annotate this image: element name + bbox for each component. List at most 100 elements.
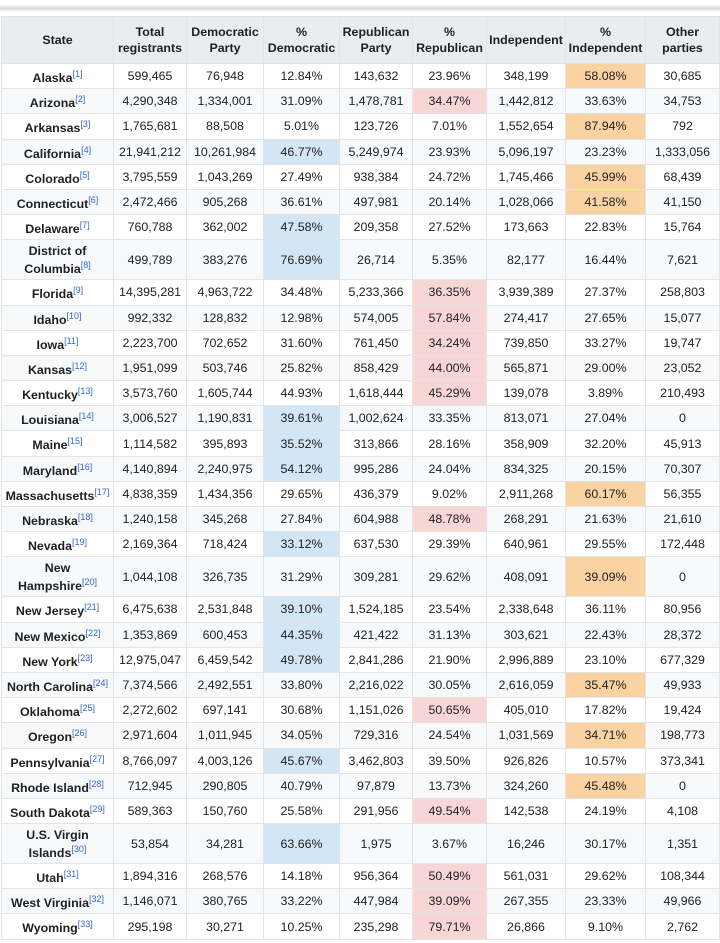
state-name-link[interactable]: North Carolina — [6, 680, 94, 695]
reference-link[interactable]: [27] — [89, 753, 105, 764]
state-name-link[interactable]: Colorado — [25, 171, 80, 186]
state-name-link[interactable]: Florida — [31, 287, 74, 302]
pct-independent-cell: 23.10% — [565, 646, 646, 673]
state-name-link[interactable]: Connecticut — [16, 197, 89, 212]
reference-link[interactable]: [7] — [79, 220, 90, 231]
state-name-link[interactable]: Kentucky — [22, 388, 78, 403]
reference-link[interactable]: [18] — [77, 512, 93, 523]
reference-link[interactable]: [24] — [93, 677, 109, 688]
state-name-link[interactable]: California — [23, 146, 82, 161]
state-name-link[interactable]: Louisiana — [21, 413, 79, 428]
total-cell: 295,198 — [113, 913, 187, 940]
democratic-cell: 905,268 — [186, 188, 264, 216]
reference-link[interactable]: [14] — [78, 411, 94, 422]
header-democratic[interactable]: Democratic Party — [186, 16, 264, 64]
pct-independent-cell: 10.57% — [565, 747, 646, 774]
state-name-link[interactable]: New Mexico — [14, 629, 86, 644]
state-name-link[interactable]: District of Columbia — [24, 243, 87, 276]
reference-link[interactable]: [23] — [77, 652, 93, 663]
state-cell: Maine[15] — [1, 430, 114, 457]
other-cell: 172,448 — [645, 531, 720, 558]
state-name-link[interactable]: Massachusetts — [5, 488, 95, 503]
pct-independent-cell: 3.89% — [565, 380, 646, 407]
reference-link[interactable]: [16] — [77, 461, 93, 472]
reference-link[interactable]: [30] — [71, 843, 87, 854]
reference-link[interactable]: [1] — [72, 69, 83, 80]
state-name-link[interactable]: Arizona — [29, 96, 76, 111]
reference-link[interactable]: [17] — [94, 486, 110, 497]
state-name-link[interactable]: Pennsylvania — [10, 755, 90, 770]
other-cell: 56,355 — [645, 480, 720, 508]
state-name-link[interactable]: Rhode Island — [11, 780, 89, 795]
header-pct-republican[interactable]: % Republican — [412, 16, 487, 64]
republican-cell: 447,984 — [339, 888, 413, 915]
state-name-link[interactable]: Alaska — [32, 71, 73, 86]
pct-democratic-cell: 31.29% — [263, 556, 340, 598]
state-name-link[interactable]: Oregon — [27, 730, 73, 745]
reference-link[interactable]: [4] — [81, 144, 92, 155]
header-other[interactable]: Other parties — [645, 16, 720, 64]
state-name-link[interactable]: New Hampshire — [17, 560, 83, 593]
table-row: West Virginia[32] 1,146,071 380,765 33.22% 4… — [1, 888, 720, 915]
reference-link[interactable]: [21] — [84, 602, 100, 613]
reference-link[interactable]: [6] — [88, 194, 99, 205]
pct-republican-cell: 50.49% — [412, 863, 487, 890]
reference-link[interactable]: [2] — [75, 94, 86, 105]
state-name-link[interactable]: West Virginia — [10, 896, 90, 911]
reference-link[interactable]: [28] — [88, 778, 104, 789]
state-name-link[interactable]: Iowa — [36, 337, 65, 352]
independent-cell: 324,260 — [486, 772, 566, 799]
reference-link[interactable]: [26] — [72, 728, 88, 739]
state-name-link[interactable]: U.S. Virgin Islands — [26, 827, 89, 860]
democratic-cell: 2,531,848 — [186, 596, 264, 623]
reference-link[interactable]: [3] — [80, 119, 91, 130]
reference-link[interactable]: [12] — [72, 360, 88, 371]
state-name-link[interactable]: Wyoming — [22, 921, 78, 936]
other-cell: 0 — [645, 405, 720, 432]
state-name-link[interactable]: Maryland — [22, 463, 78, 478]
state-name-link[interactable]: Nebraska — [22, 514, 78, 529]
reference-link[interactable]: [9] — [73, 285, 84, 296]
state-name-link[interactable]: Delaware — [25, 222, 80, 237]
reference-link[interactable]: [10] — [66, 310, 82, 321]
reference-link[interactable]: [13] — [77, 386, 93, 397]
reference-link[interactable]: [31] — [63, 869, 79, 880]
state-name-link[interactable]: Maine — [32, 438, 68, 453]
reference-link[interactable]: [8] — [80, 259, 91, 270]
header-republican[interactable]: Republican Party — [339, 16, 413, 64]
state-name-link[interactable]: New Jersey — [15, 604, 85, 619]
state-cell: South Dakota[29] — [1, 797, 114, 825]
state-name-link[interactable]: New York — [22, 654, 78, 669]
reference-link[interactable]: [29] — [89, 803, 105, 814]
header-state[interactable]: State — [1, 16, 114, 64]
state-name-link[interactable]: South Dakota — [10, 806, 90, 821]
reference-link[interactable]: [25] — [79, 703, 95, 714]
reference-link[interactable]: [33] — [77, 919, 93, 930]
reference-link[interactable]: [22] — [85, 627, 101, 638]
header-independent[interactable]: Independent — [486, 16, 566, 64]
state-cell: New Jersey[21] — [1, 596, 114, 623]
state-name-link[interactable]: Kansas — [27, 363, 73, 378]
state-name-link[interactable]: Oklahoma — [20, 705, 80, 720]
state-name-link[interactable]: Arkansas — [24, 121, 81, 136]
table-row: Idaho[10] 992,332 128,832 12.98% 574,005 57.8… — [1, 304, 720, 331]
reference-link[interactable]: [15] — [67, 436, 83, 447]
header-pct-independent[interactable]: % Independent — [565, 16, 646, 64]
state-name-link[interactable]: Idaho — [33, 312, 67, 327]
republican-cell: 1,478,781 — [339, 88, 413, 115]
header-total[interactable]: Total registrants — [113, 16, 187, 64]
reference-link[interactable]: [11] — [64, 335, 79, 346]
reference-link[interactable]: [20] — [82, 576, 98, 587]
state-cell: Louisiana[14] — [1, 405, 114, 432]
pct-democratic-cell: 5.01% — [263, 113, 340, 140]
state-name-link[interactable]: Utah — [36, 871, 64, 886]
other-cell: 49,966 — [645, 888, 720, 915]
democratic-cell: 1,190,831 — [186, 405, 264, 432]
header-pct-democratic[interactable]: % Democratic — [263, 16, 340, 64]
reference-link[interactable]: [32] — [89, 894, 105, 905]
pct-republican-cell: 48.78% — [412, 505, 487, 533]
state-name-link[interactable]: Nevada — [27, 539, 73, 554]
reference-link[interactable]: [19] — [72, 537, 88, 548]
reference-link[interactable]: [5] — [79, 169, 90, 180]
pct-republican-cell: 24.04% — [412, 455, 487, 482]
